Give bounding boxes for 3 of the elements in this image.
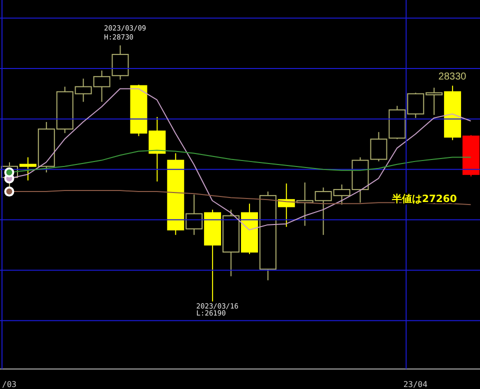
x-tick-label: 23/04 <box>403 380 428 389</box>
annotation: 28330 <box>438 72 467 83</box>
x-tick-label: /03 <box>2 380 17 389</box>
